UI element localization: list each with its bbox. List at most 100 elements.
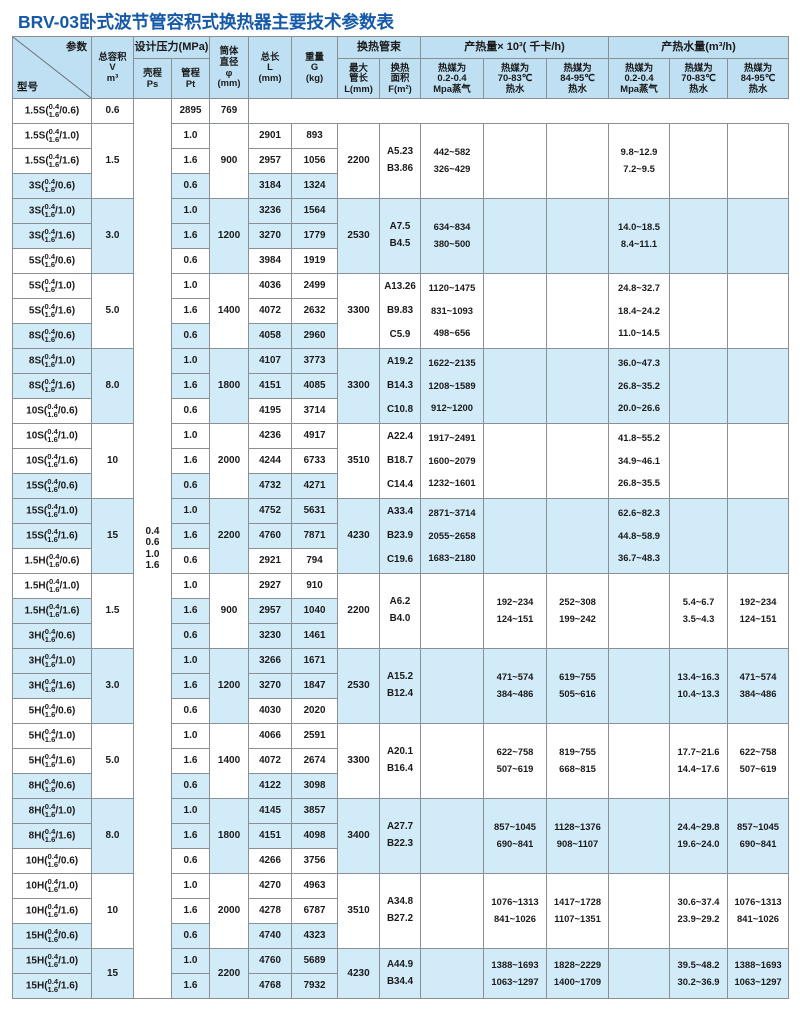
header-heat-hotwater-84-95: 热媒为 84-95℃ 热水	[546, 58, 610, 99]
cell-weight: 4323	[291, 923, 339, 949]
cell-shell-diameter: 1400	[209, 723, 250, 799]
cell-weight: 2020	[291, 698, 339, 724]
cell-weight: 7932	[291, 973, 339, 999]
cell-heat-output-hw70: 1388~1693 1063~1297	[483, 948, 548, 999]
cell-max-tube-length: 3510	[337, 423, 381, 499]
cell-shell-pressure: 1.0	[170, 423, 211, 449]
table-row: 8H(0.4 1.6/0.6) 0.6 4122 3098	[12, 773, 789, 799]
cell-water-output-steam	[608, 723, 671, 799]
cell-heat-output-hw70	[483, 498, 548, 574]
cell-shell-pressure: 1.6	[170, 448, 211, 474]
cell-shell-pressure: 1.0	[170, 498, 211, 524]
cell-shell-diameter: 2000	[209, 873, 250, 949]
cell-heat-exchange-area: A34.8 B27.2	[379, 873, 422, 949]
header-hot-water-output-group: 产热水量(m³/h)	[608, 36, 790, 59]
spec-table: 参数 型号 总容积 V m³ 设计压力(MPa) 筒体 直径 φ (mm) 总长	[12, 36, 790, 999]
cell-heat-output-steam: 1917~2491 1600~2079 1232~1601	[420, 423, 485, 499]
cell-heat-output-hw70	[483, 348, 548, 424]
cell-max-tube-length: 4230	[337, 948, 381, 999]
cell-shell-pressure: 1.6	[170, 748, 211, 774]
cell-total-volume: 10	[91, 873, 134, 949]
header-max-tube-length: 最大 管长 L(mm)	[337, 58, 381, 99]
cell-total-length: 4122	[248, 773, 293, 799]
cell-weight: 3773	[291, 348, 339, 374]
cell-model: 10S(0.4 1.6/1.0)	[12, 423, 92, 449]
cell-shell-diameter: 2000	[209, 423, 250, 499]
cell-weight: 3098	[291, 773, 339, 799]
cell-heat-output-hw84	[546, 423, 610, 499]
header-heat-output-group: 产热量× 10³( 千卡/h)	[420, 36, 610, 59]
cell-heat-output-hw70: 1076~1313 841~1026	[483, 873, 548, 949]
cell-total-volume: 8.0	[91, 348, 134, 424]
cell-heat-output-hw70	[483, 423, 548, 499]
table-row: 10S(0.4 1.6/0.6) 0.6 4195 3714	[12, 398, 789, 424]
header-row-1: 参数 型号 总容积 V m³ 设计压力(MPa) 筒体 直径 φ (mm) 总长	[12, 36, 790, 99]
cell-shell-diameter: 2200	[209, 498, 250, 574]
cell-water-output-steam: 41.8~55.2 34.9~46.1 26.8~35.5	[608, 423, 671, 499]
cell-model: 1.5S(0.4 1.6/0.6)	[12, 98, 92, 124]
cell-model: 8S(0.4 1.6/0.6)	[12, 323, 92, 349]
cell-total-length: 4107	[248, 348, 293, 374]
cell-water-output-hw84	[727, 423, 790, 499]
cell-water-output-steam: 24.8~32.7 18.4~24.2 11.0~14.5	[608, 273, 671, 349]
cell-water-output-hw70	[669, 348, 729, 424]
cell-heat-output-hw84: 1417~1728 1107~1351	[546, 873, 610, 949]
corner-header-cell: 参数 型号	[12, 36, 92, 99]
table-row: 10H(0.4 1.6/0.6) 0.6 4266 3756	[12, 848, 789, 874]
cell-model: 5H(0.4 1.6/1.6)	[12, 748, 92, 774]
cell-weight: 2499	[291, 273, 339, 299]
cell-shell-pressure: 1.0	[170, 798, 211, 824]
table-row: 15H(0.4 1.6/0.6) 0.6 4740 4323	[12, 923, 789, 949]
cell-model: 15S(0.4 1.6/1.0)	[12, 498, 92, 524]
cell-shell-pressure: 0.6	[91, 98, 134, 124]
cell-water-output-steam	[608, 798, 671, 874]
cell-shell-pressure: 1.6	[170, 148, 211, 174]
cell-heat-output-hw84	[546, 348, 610, 424]
cell-weight: 2632	[291, 298, 339, 324]
header-water-hotwater-84-95: 热媒为 84-95℃ 热水	[727, 58, 790, 99]
cell-heat-output-hw70	[483, 198, 548, 274]
cell-shell-diameter: 1800	[209, 798, 250, 874]
cell-heat-exchange-area: A20.1 B16.4	[379, 723, 422, 799]
cell-shell-pressure: 1.6	[170, 523, 211, 549]
cell-shell-diameter: 1400	[209, 273, 250, 349]
cell-model: 1.5S(0.4 1.6/1.6)	[12, 148, 92, 174]
cell-model: 8H(0.4 1.6/1.6)	[12, 823, 92, 849]
cell-max-tube-length: 4230	[337, 498, 381, 574]
table-body: 1.5S(0.4 1.6/0.6) 0.6 0.4 0.6 1.0 1.6 2895 769 1.…	[12, 98, 790, 999]
cell-weight: 1847	[291, 673, 339, 699]
diagonal-line-icon	[13, 37, 91, 98]
cell-water-output-hw70: 13.4~16.3 10.4~13.3	[669, 648, 729, 724]
cell-total-length: 4740	[248, 923, 293, 949]
cell-heat-output-hw70: 471~574 384~486	[483, 648, 548, 724]
cell-model: 1.5H(0.4 1.6/1.6)	[12, 598, 92, 624]
cell-heat-output-hw84	[546, 498, 610, 574]
cell-heat-exchange-area: A19.2 B14.3 C10.8	[379, 348, 422, 424]
cell-heat-output-steam: 2871~3714 2055~2658 1683~2180	[420, 498, 485, 574]
cell-weight: 6733	[291, 448, 339, 474]
table-row: 10H(0.4 1.6/1.0) 10 1.0 2000 4270 4963 3510 A34.…	[12, 873, 790, 949]
cell-weight: 893	[291, 123, 339, 149]
cell-shell-pressure: 0.6	[170, 473, 211, 499]
cell-total-volume: 3.0	[91, 648, 134, 724]
cell-water-output-hw84: 622~758 507~619	[727, 723, 790, 799]
cell-shell-pressure: 1.0	[170, 273, 211, 299]
cell-shell-pressure: 0.6	[170, 848, 211, 874]
cell-water-output-hw70	[669, 198, 729, 274]
cell-model: 3H(0.4 1.6/1.6)	[12, 673, 92, 699]
cell-total-length: 4151	[248, 823, 293, 849]
cell-weight: 5631	[291, 498, 339, 524]
cell-water-output-hw84: 1076~1313 841~1026	[727, 873, 790, 949]
cell-water-output-steam	[608, 948, 671, 999]
table-row: 8S(0.4 1.6/1.6) 1.6 4151 4085	[12, 373, 789, 399]
cell-heat-exchange-area: A33.4 B23.9 C19.6	[379, 498, 422, 574]
cell-tube-pressure: 0.4 0.6 1.0 1.6	[133, 98, 172, 999]
cell-model: 1.5S(0.4 1.6/1.0)	[12, 123, 92, 149]
cell-shell-pressure: 0.6	[170, 548, 211, 574]
cell-model: 10H(0.4 1.6/0.6)	[12, 848, 92, 874]
table-row: 5H(0.4 1.6/1.0) 5.0 1.0 1400 4066 2591 3300 A20.…	[12, 723, 790, 799]
cell-max-tube-length: 3400	[337, 798, 381, 874]
cell-total-length: 3230	[248, 623, 293, 649]
cell-max-tube-length: 3300	[337, 348, 381, 424]
table-row: 8H(0.4 1.6/1.0) 8.0 1.0 1800 4145 3857 3400 A27.…	[12, 798, 790, 874]
